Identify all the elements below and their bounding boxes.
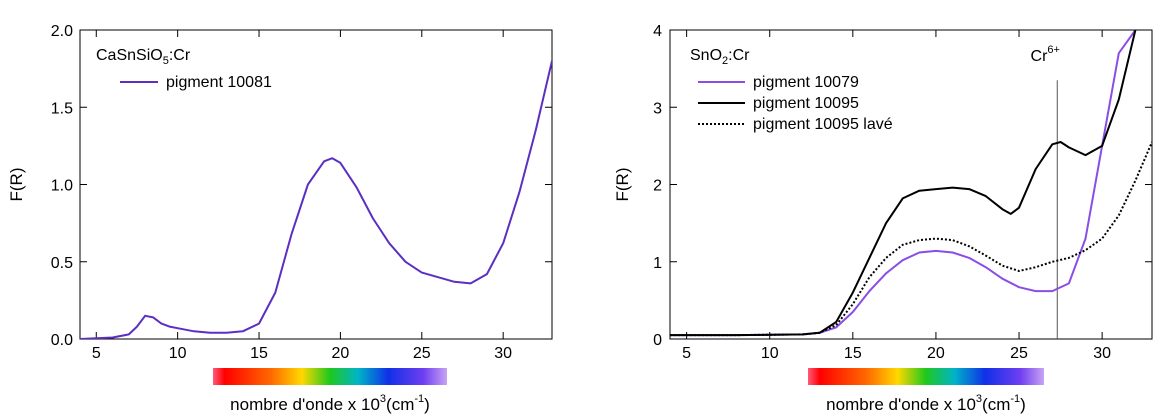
y-tick-label: 2: [653, 178, 662, 195]
x-tick-label: 15: [844, 345, 862, 362]
x-tick-label: 10: [761, 345, 779, 362]
x-tick-label: 5: [92, 345, 101, 362]
x-tick-label: 20: [332, 345, 350, 362]
y-tick-label: 3: [653, 100, 662, 117]
y-tick-label: 1: [653, 255, 662, 272]
x-tick-label: 25: [413, 345, 431, 362]
legend-label: pigment 10095 lavé: [753, 116, 893, 133]
x-tick-label: 15: [250, 345, 268, 362]
series-line-1: [80, 60, 552, 339]
x-tick-label: 30: [494, 345, 512, 362]
marker-label: Cr6+: [1031, 44, 1060, 65]
plot-frame: [669, 29, 1153, 340]
x-tick-label: 30: [1093, 345, 1111, 362]
y-tick-label: 1.0: [51, 178, 73, 195]
legend-label: pigment 10079: [753, 74, 859, 91]
y-axis-label: F(R): [613, 168, 632, 202]
legend-label: pigment 10095: [753, 95, 859, 112]
y-tick-label: 0: [653, 332, 662, 349]
y-tick-label: 2.0: [51, 23, 73, 40]
y-axis-label: F(R): [7, 168, 26, 202]
y-tick-label: 0.5: [51, 255, 73, 272]
formula-label: SnO2:Cr: [690, 47, 750, 67]
formula-label: CaSnSiO5:Cr: [96, 47, 191, 67]
x-tick-label: 10: [169, 345, 187, 362]
legend-label: pigment 10081: [166, 74, 272, 91]
x-tick-label: 5: [682, 345, 691, 362]
series-line-2: [670, 30, 1137, 337]
chart-1: 5 10 15 20 25 30 0.0 0.5 1.0 1.5 2.0 F(R) CaSnSiO5:C…: [7, 23, 553, 414]
x-axis-label: nombre d'onde x 103(cm-1): [230, 393, 430, 414]
plot-frame: [79, 29, 553, 340]
x-tick-label: 20: [927, 345, 945, 362]
y-tick-label: 1.5: [51, 100, 73, 117]
x-axis-label: nombre d'onde x 103(cm-1): [826, 393, 1026, 414]
spectrum-color-bar: [213, 368, 447, 385]
series-line-1: [670, 30, 1137, 337]
y-tick-label: 4: [653, 23, 662, 40]
series-line-3: [670, 141, 1152, 337]
x-tick-label: 25: [1010, 345, 1028, 362]
spectrum-color-bar: [808, 368, 1044, 385]
y-tick-label: 0.0: [51, 332, 73, 349]
